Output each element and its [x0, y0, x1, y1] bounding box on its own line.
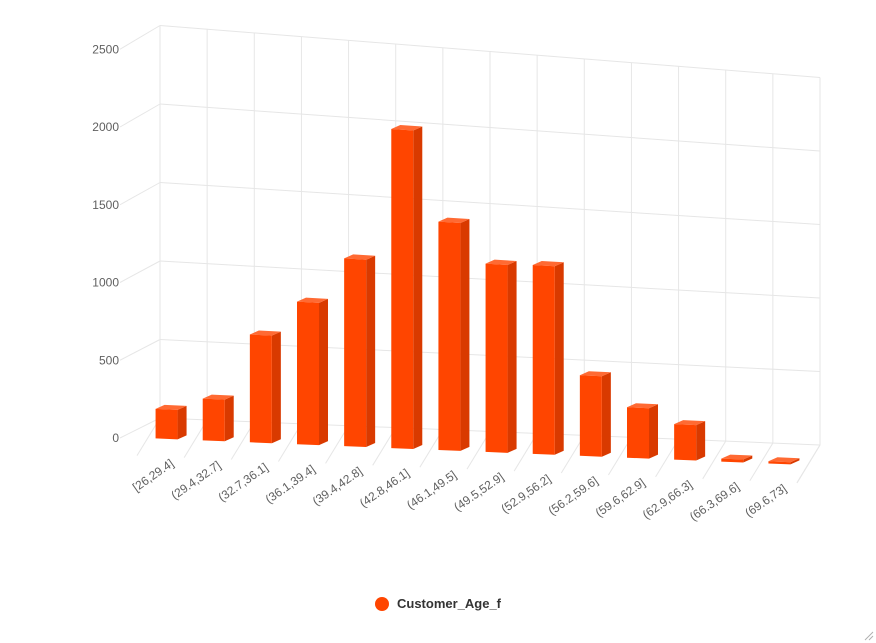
x-tick-label: (36.1,39.4] — [263, 462, 318, 506]
x-tick-label: (29.4,32.7] — [168, 458, 223, 502]
bar — [627, 403, 658, 459]
y-tick-label: 1500 — [92, 198, 119, 212]
x-tick-label: [26,29.4] — [130, 456, 176, 494]
grid-line-right-edge — [796, 444, 821, 484]
x-tick-label: (46.1,49.5] — [404, 468, 459, 512]
grid-line-left-wall — [119, 260, 161, 283]
grid-line-left-wall — [119, 339, 161, 361]
bar-front-face — [579, 375, 602, 457]
y-tick-label: 1000 — [92, 276, 119, 290]
y-tick-label: 2500 — [92, 42, 119, 56]
resize-grip-icon[interactable] — [862, 629, 874, 641]
grid-line-left-wall — [119, 182, 161, 206]
bar-front-face — [391, 128, 414, 449]
y-tick-label: 500 — [99, 353, 119, 367]
bar-front-face — [202, 398, 225, 442]
x-tick-label: (62.9,66.3] — [640, 477, 695, 521]
bar-top-face — [202, 394, 234, 400]
bar-top-face — [391, 124, 423, 131]
bar-top-face — [485, 259, 517, 265]
bar-front-face — [249, 334, 272, 444]
x-tick-label: (56.2,59.6] — [546, 474, 601, 518]
bar-top-face — [768, 457, 800, 463]
grid-line-floor — [749, 442, 774, 482]
bar-side-face — [366, 255, 376, 448]
bar — [249, 330, 281, 444]
bar — [344, 254, 376, 448]
legend-marker-icon — [374, 596, 389, 611]
bar-side-face — [224, 395, 234, 442]
bar — [155, 404, 187, 440]
bar-front-face — [485, 263, 508, 453]
bar-top-face — [721, 454, 753, 460]
bar-front-face — [344, 258, 367, 448]
bar-top-face — [344, 254, 376, 260]
bar-side-face — [507, 260, 517, 453]
bar-series — [155, 124, 800, 465]
bar-top-face — [532, 260, 564, 267]
bar-side-face — [271, 331, 281, 444]
y-tick-label: 2000 — [92, 120, 119, 134]
x-tick-label: (52.9,56.2] — [498, 472, 553, 516]
bar-top-face — [438, 217, 470, 223]
grid-line-left-wall — [119, 103, 161, 128]
bar-side-face — [460, 218, 470, 451]
bar-top-face — [249, 330, 281, 336]
bar — [438, 217, 470, 451]
x-tick-label: (59.6,62.9] — [593, 475, 648, 519]
bar — [768, 457, 800, 465]
bar — [721, 454, 753, 463]
grid-line-left-wall — [119, 25, 161, 50]
bar-top-face — [297, 297, 328, 303]
bar-side-face — [554, 262, 564, 455]
bar-top-face — [155, 404, 187, 410]
bar-side-face — [413, 126, 423, 449]
bar-side-face — [790, 458, 800, 465]
bar-side-face — [649, 404, 658, 459]
bar — [532, 260, 564, 455]
bar-front-face — [674, 424, 697, 461]
bar-front-face — [768, 461, 791, 465]
bar-side-face — [319, 298, 328, 446]
grid-line-left-wall — [119, 417, 161, 439]
x-tick-label: (32.7,36.1] — [216, 460, 271, 504]
grid-line-floor — [702, 440, 727, 480]
legend-item-customer-age-f[interactable]: Customer_Age_f — [374, 596, 502, 611]
bar-top-face — [674, 420, 706, 426]
x-tick-label: (66.3,69.6] — [687, 479, 742, 523]
bar — [202, 394, 234, 442]
bar — [297, 297, 328, 446]
bar — [579, 371, 611, 457]
bar-side-face — [177, 405, 187, 440]
y-axis-ticks: 0 500 1000 1500 2000 2500 — [92, 42, 119, 445]
bar-front-face — [297, 301, 319, 446]
bar-side-face — [601, 372, 611, 457]
bar-front-face — [721, 458, 744, 463]
bar — [391, 124, 423, 449]
x-axis-ticks: [26,29.4](29.4,32.7](32.7,36.1](36.1,39.… — [130, 456, 789, 524]
bar-front-face — [532, 264, 555, 455]
bar-front-face — [155, 408, 178, 440]
bar-top-face — [579, 371, 611, 377]
x-tick-label: (39.4,42.8] — [310, 464, 365, 508]
bar-side-face — [696, 421, 706, 461]
legend-label: Customer_Age_f — [396, 596, 502, 611]
x-tick-label: (42.8,46.1] — [357, 466, 412, 510]
legend: Customer_Age_f — [0, 596, 876, 616]
x-tick-label: (49.5,52.9] — [451, 470, 506, 514]
bar-side-face — [743, 455, 753, 463]
y-tick-label: 0 — [112, 431, 119, 445]
bar — [485, 259, 517, 453]
bar-top-face — [627, 403, 658, 409]
bar-front-face — [627, 407, 649, 459]
x-tick-label: (69.6,73] — [742, 481, 789, 520]
bar-front-face — [438, 221, 461, 451]
bar — [674, 420, 706, 461]
